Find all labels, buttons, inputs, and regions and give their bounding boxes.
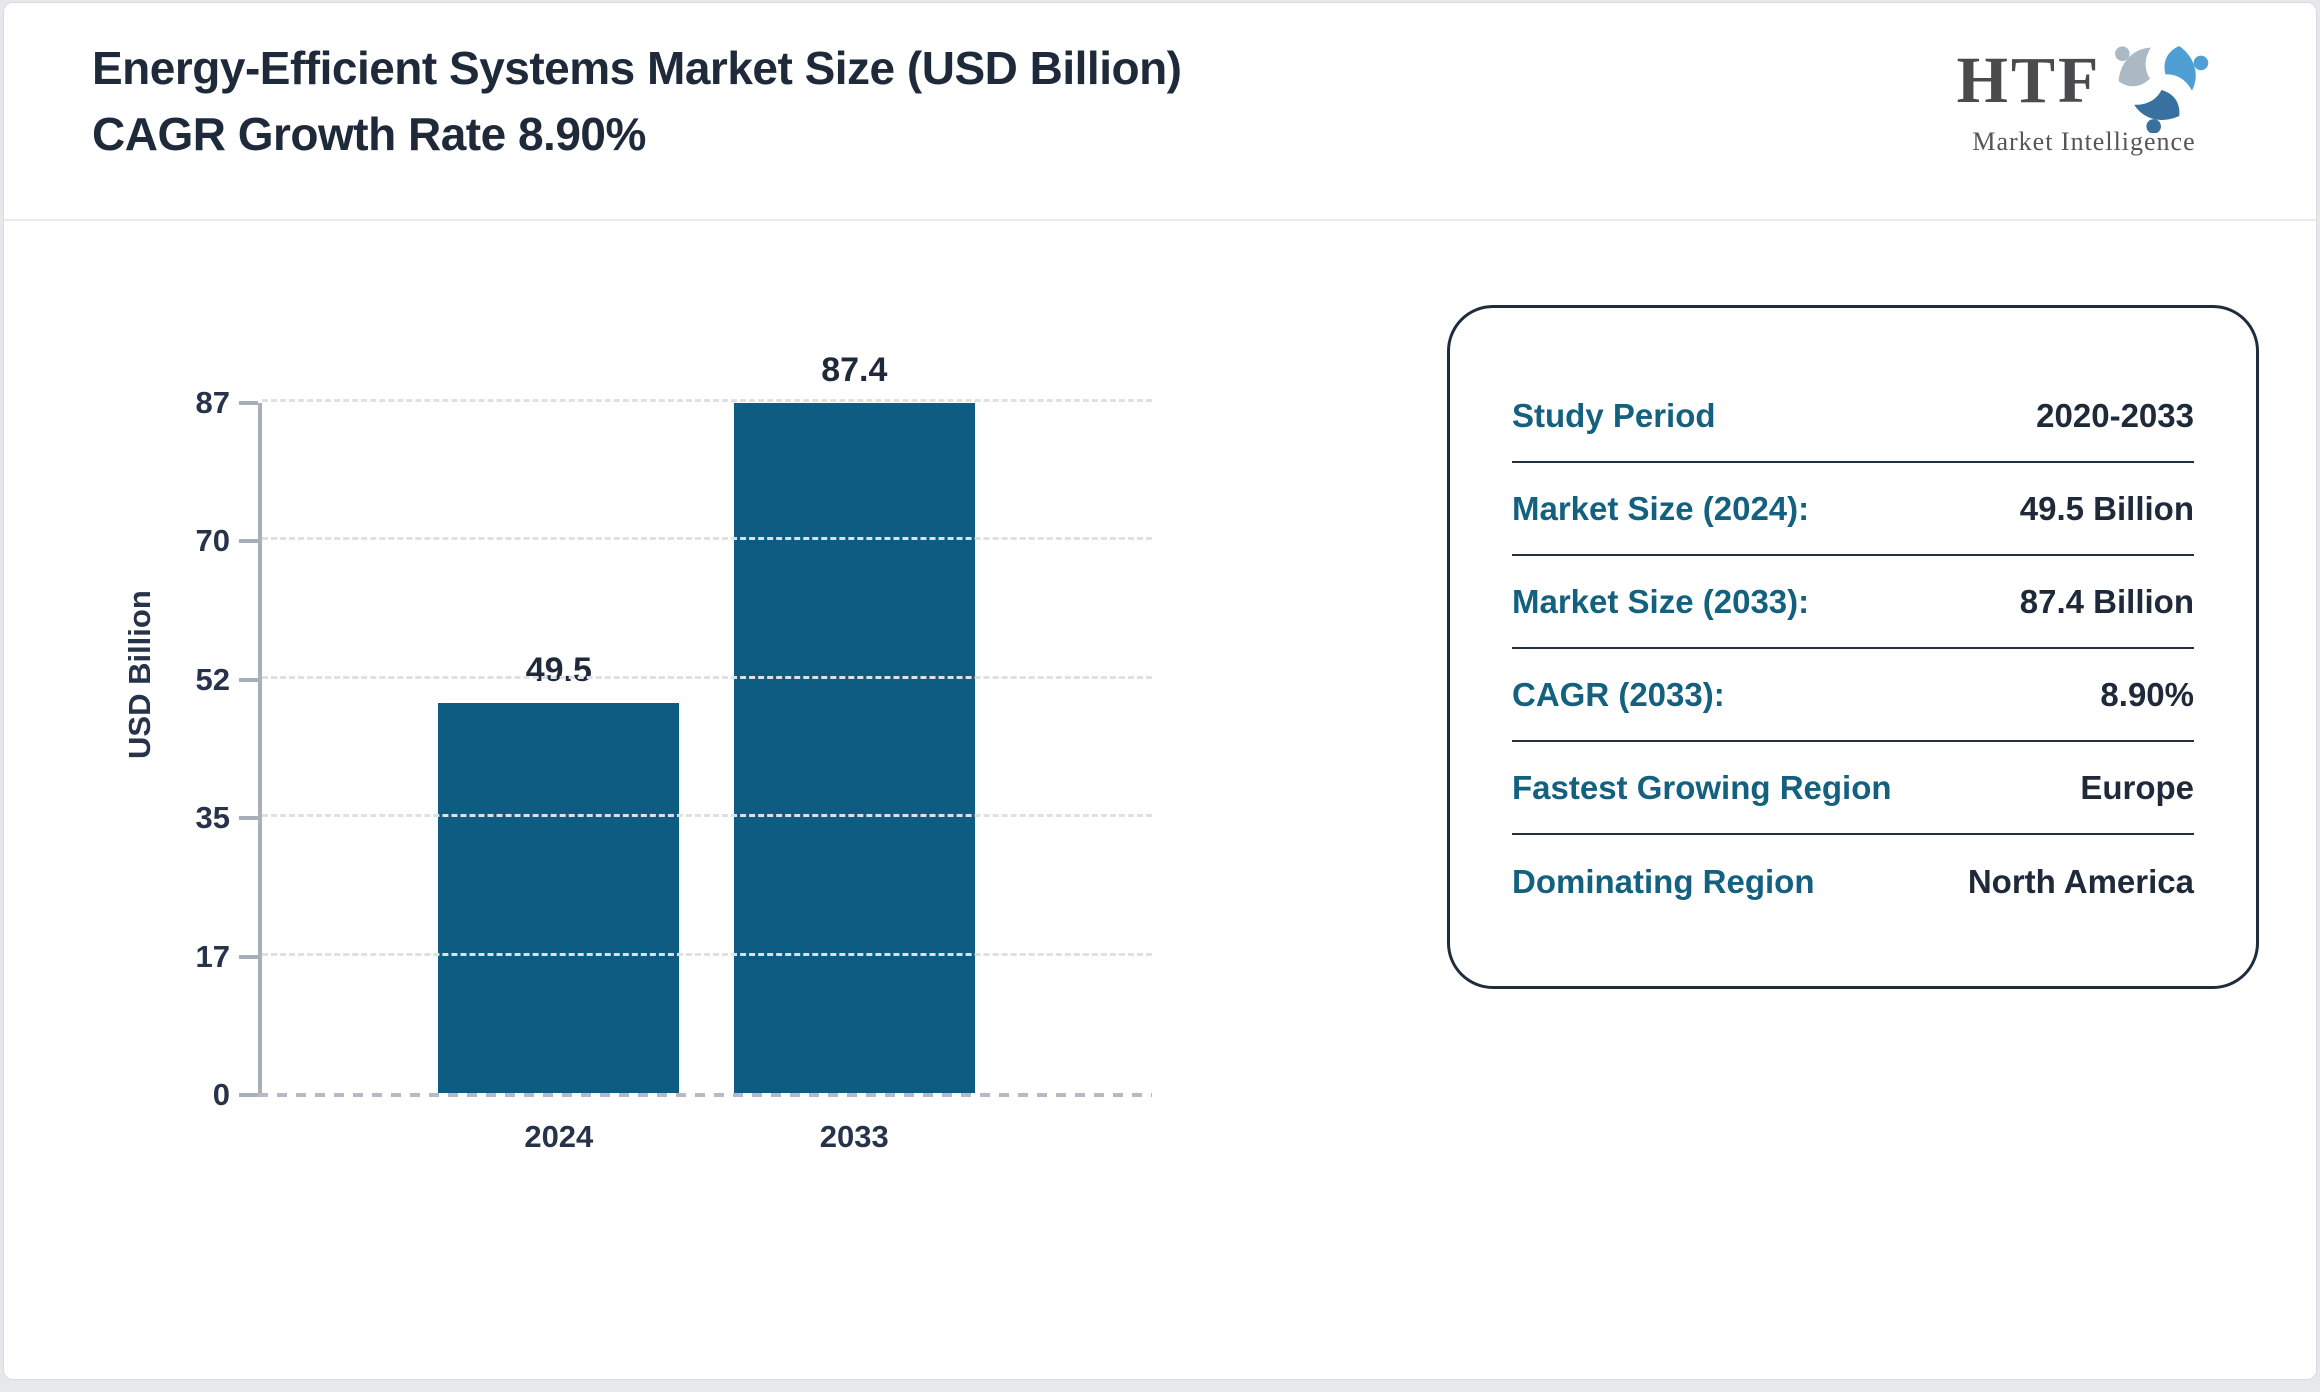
summary-row-label: CAGR (2033): (1512, 675, 1725, 713)
summary-row: Market Size (2024): 49.5 Billion (1512, 463, 2194, 556)
summary-row: Fastest Growing Region Europe (1512, 742, 2194, 835)
y-tick-mark (239, 954, 258, 959)
summary-row-label: Market Size (2024): (1512, 489, 1810, 527)
summary-row-value: 2020-2033 (2036, 396, 2194, 434)
summary-row-value: 49.5 Billion (2019, 489, 2194, 527)
y-axis-title: USD Billion (122, 590, 157, 759)
bar-group-2024: 49.5 2024 (438, 403, 680, 1152)
bar-value-label: 49.5 (525, 651, 592, 690)
header: Energy-Efficient Systems Market Size (US… (4, 3, 2316, 221)
summary-row-label: Fastest Growing Region (1512, 768, 1892, 806)
gridline (262, 952, 1152, 956)
infographic-card: Energy-Efficient Systems Market Size (US… (3, 2, 2317, 1380)
y-tick-mark (239, 677, 258, 682)
bar-chart: USD Billion 49.5 2024 87.4 2033 0 17 35 52 7… (4, 221, 1254, 1379)
y-tick-mark (239, 1093, 258, 1097)
bar-value-label: 87.4 (821, 351, 888, 389)
summary-row: Market Size (2033): 87.4 Billion (1512, 556, 2194, 649)
x-axis-label-2024: 2024 (524, 1119, 594, 1154)
gridline (262, 399, 1152, 402)
summary-row: CAGR (2033): 8.90% (1512, 649, 2194, 742)
logo-brand-text: HTF (1956, 44, 2102, 117)
x-axis-line (258, 1093, 1152, 1097)
page-title: Energy-Efficient Systems Market Size (US… (92, 42, 1182, 160)
gridline (262, 814, 1152, 818)
brand-logo: HTF Market Intelligence (1914, 29, 2254, 157)
gridline (262, 675, 1152, 679)
summary-row: Study Period 2020-2033 (1512, 370, 2194, 463)
gridline (262, 537, 1152, 541)
plot-area: 49.5 2024 87.4 2033 0 17 35 52 70 87 (196, 353, 1152, 1152)
bar-group-2033: 87.4 2033 (733, 353, 975, 1152)
logo-swirl-icon (2115, 45, 2209, 133)
summary-row-value: 8.90% (2100, 675, 2194, 713)
y-tick-mark (239, 539, 258, 544)
y-tick-mark (239, 816, 258, 821)
logo-tagline: Market Intelligence (1972, 127, 2196, 156)
summary-row-value: Europe (2080, 768, 2194, 806)
bar-2024 (438, 703, 680, 1095)
summary-rows: Study Period 2020-2033 Market Size (2024):… (1512, 370, 2194, 928)
summary-row-label: Market Size (2033): (1512, 582, 1810, 620)
x-axis-label-2033: 2033 (819, 1119, 889, 1154)
y-axis-line (258, 403, 262, 1095)
summary-row-label: Dominating Region (1512, 862, 1815, 900)
summary-panel: Study Period 2020-2033 Market Size (2024):… (1447, 305, 2259, 989)
summary-row-value: 87.4 Billion (2019, 582, 2194, 620)
y-tick-mark (239, 401, 258, 405)
summary-row: Dominating Region North America (1512, 835, 2194, 928)
summary-row-value: North America (1967, 862, 2194, 900)
bar-2033 (733, 403, 975, 1095)
summary-row-label: Study Period (1512, 396, 1716, 434)
